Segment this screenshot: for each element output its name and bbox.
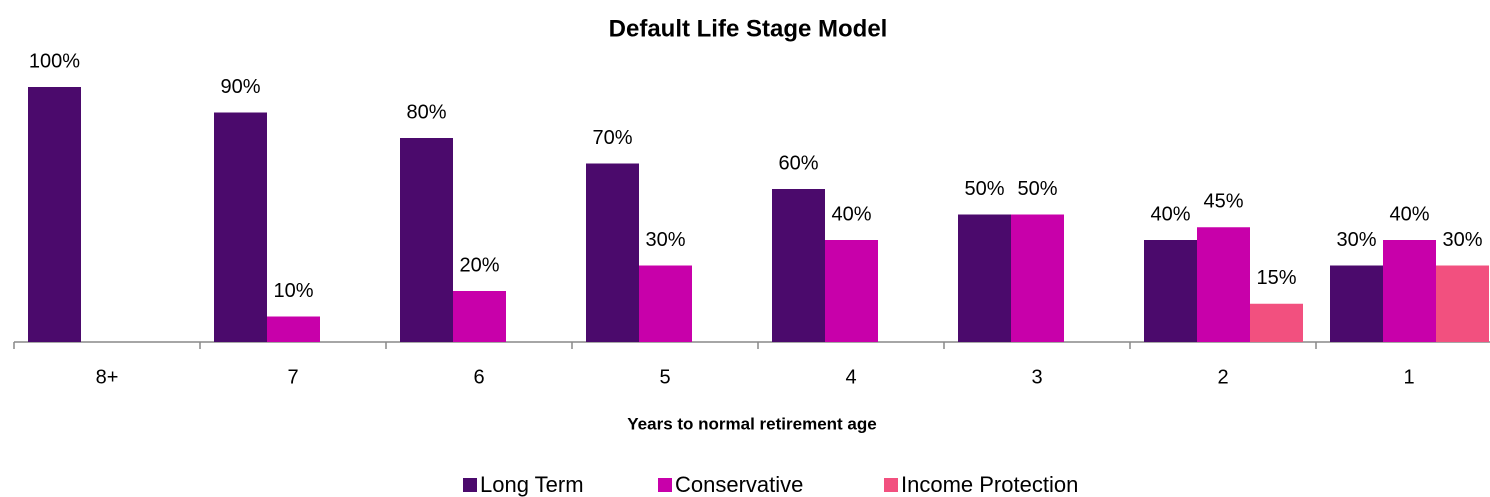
bar: [1250, 303, 1303, 342]
bar: [825, 240, 878, 342]
bar: [1436, 265, 1489, 342]
data-label: 80%: [406, 101, 446, 123]
bar: [586, 163, 639, 342]
chart-title: Default Life Stage Model: [609, 15, 888, 42]
bar: [453, 291, 506, 342]
data-label: 50%: [1017, 178, 1057, 200]
x-tick-label: 1: [1403, 366, 1414, 388]
bar: [958, 214, 1011, 342]
x-tick-label: 2: [1217, 366, 1228, 388]
bar: [639, 265, 692, 342]
bar: [1330, 265, 1383, 342]
data-label: 70%: [592, 127, 632, 149]
data-label: 30%: [1336, 229, 1376, 251]
legend-swatch: [884, 478, 898, 492]
data-label: 30%: [645, 229, 685, 251]
bar: [1383, 240, 1436, 342]
data-label: 15%: [1256, 267, 1296, 289]
data-label: 40%: [1389, 203, 1429, 225]
data-label: 90%: [220, 76, 260, 98]
bar: [214, 112, 267, 342]
bar: [1011, 214, 1064, 342]
legend-label: Conservative: [675, 472, 803, 497]
x-axis-title: Years to normal retirement age: [627, 414, 876, 433]
legend-label: Income Protection: [901, 472, 1078, 497]
data-label: 40%: [1150, 203, 1190, 225]
bar: [772, 189, 825, 342]
x-tick-label: 4: [845, 366, 856, 388]
bar: [400, 138, 453, 342]
bar: [1197, 227, 1250, 342]
data-label: 40%: [831, 203, 871, 225]
data-label: 10%: [273, 280, 313, 302]
legend-swatch: [658, 478, 672, 492]
x-tick-label: 5: [659, 366, 670, 388]
data-label: 20%: [459, 254, 499, 276]
data-label: 45%: [1203, 191, 1243, 213]
data-label: 50%: [964, 178, 1004, 200]
bar: [28, 87, 81, 342]
data-label: 60%: [778, 152, 818, 174]
x-tick-label: 7: [287, 366, 298, 388]
bar: [267, 316, 320, 342]
x-tick-label: 6: [473, 366, 484, 388]
x-tick-label: 3: [1031, 366, 1042, 388]
legend-swatch: [463, 478, 477, 492]
data-label: 30%: [1442, 229, 1482, 251]
x-tick-label: 8+: [96, 366, 119, 388]
bar: [1144, 240, 1197, 342]
legend-label: Long Term: [480, 472, 584, 497]
data-label: 100%: [29, 50, 80, 72]
